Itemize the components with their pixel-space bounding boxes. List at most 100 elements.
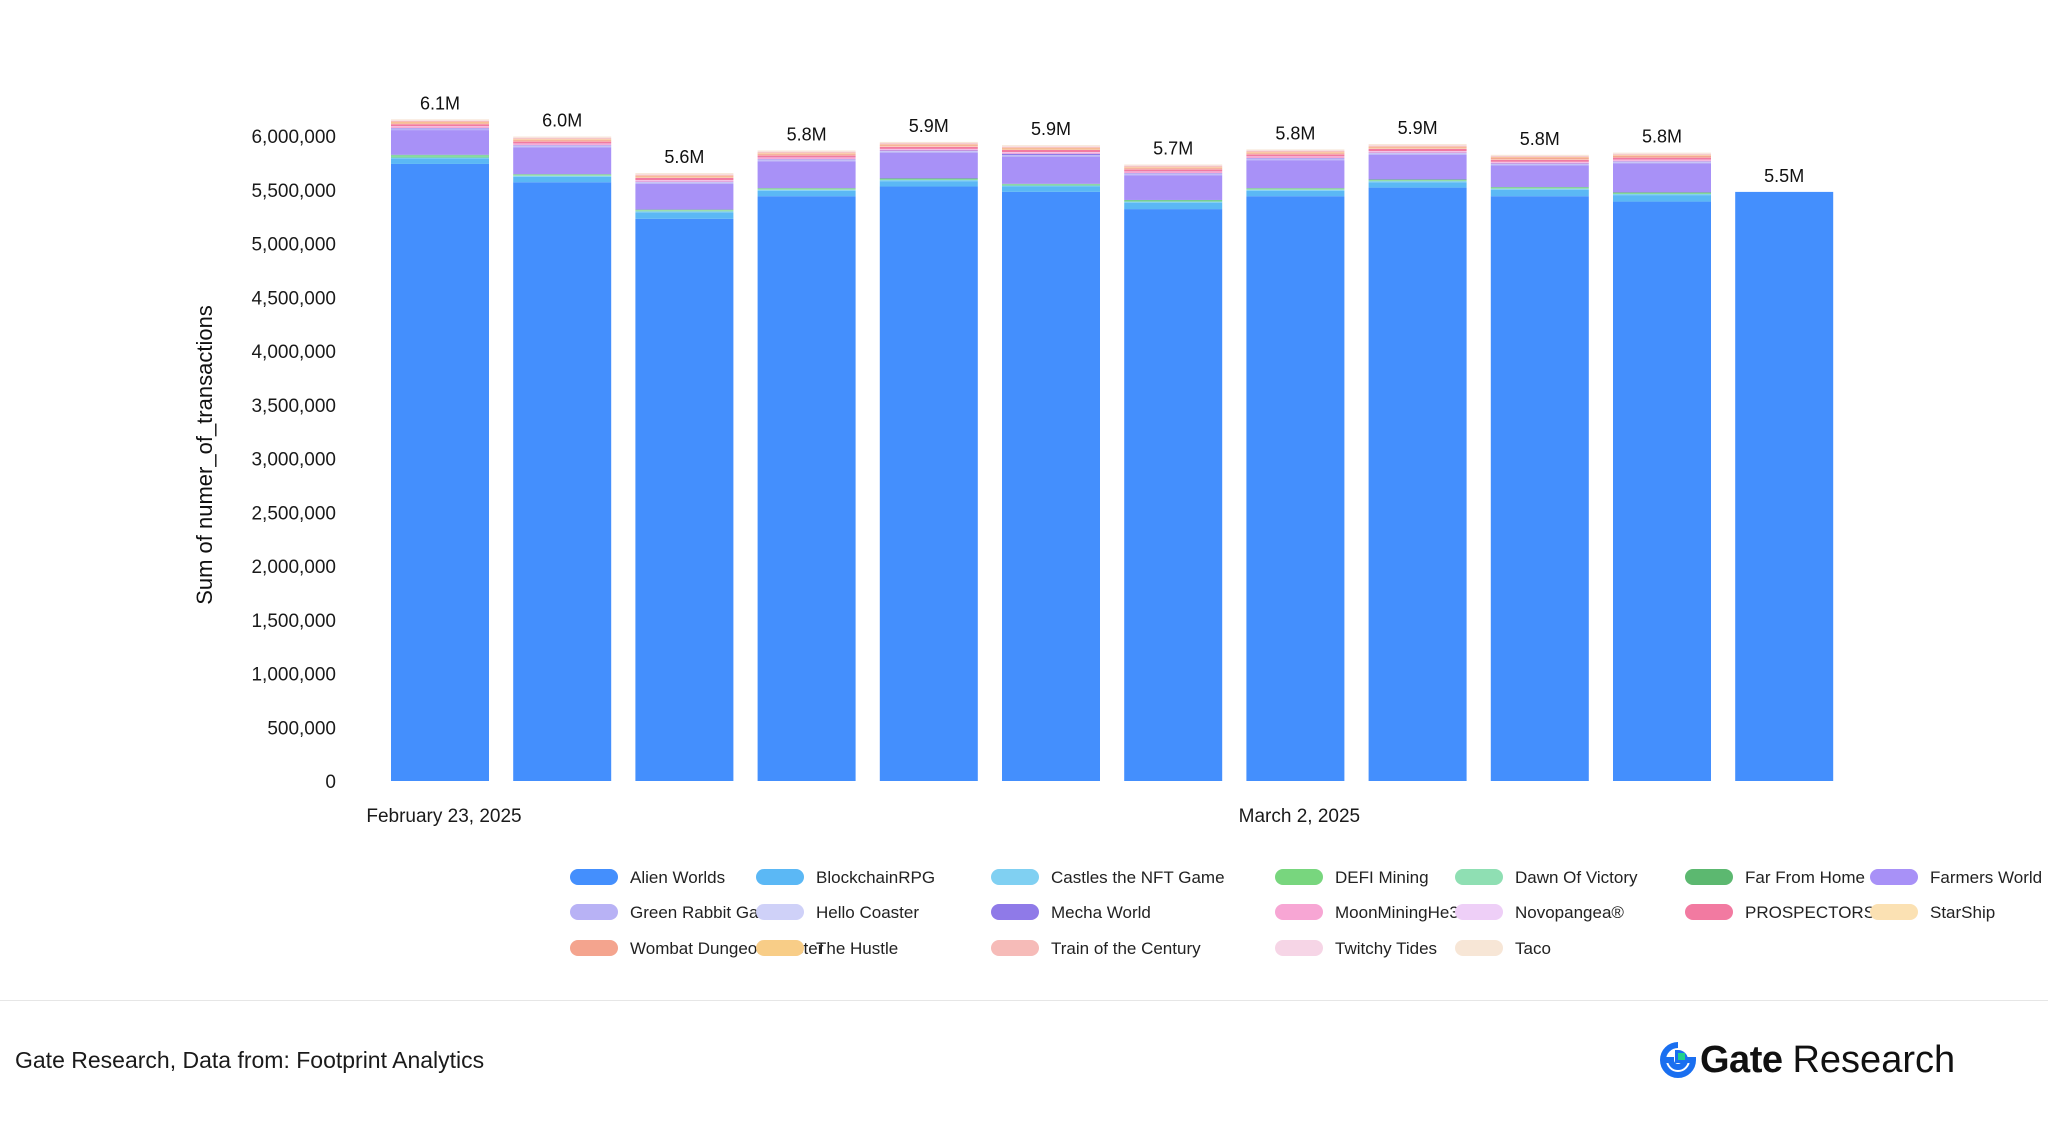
- legend: Alien Worlds BlockchainRPG Castles the NFT…: [570, 868, 2042, 958]
- bar-segment: [513, 137, 612, 139]
- bar-total-label: 6.1M: [420, 93, 460, 113]
- bar-segment: [1490, 196, 1589, 781]
- bar-segment: [879, 149, 978, 151]
- bar-segment: [1368, 153, 1467, 155]
- bar-segment: [1490, 164, 1589, 166]
- bar-segment: [879, 144, 978, 146]
- legend-label: The Hustle: [816, 939, 898, 958]
- bar-stack: [1002, 145, 1100, 781]
- bar-segment: [1124, 175, 1223, 200]
- legend-item[interactable]: Castles the NFT Game: [991, 868, 1225, 887]
- bar-segment: [635, 176, 734, 178]
- bar-segment: [1490, 165, 1589, 188]
- bar-segment: [1124, 171, 1223, 173]
- legend-swatch: [756, 869, 804, 885]
- bar-segment: [1124, 172, 1223, 174]
- bar-segment: [1613, 152, 1711, 154]
- legend-item[interactable]: Alien Worlds: [570, 868, 725, 887]
- bar-segment: [757, 196, 856, 781]
- bar-segment: [1490, 188, 1589, 190]
- legend-item[interactable]: Twitchy Tides: [1275, 939, 1437, 958]
- legend-label: Alien Worlds: [630, 868, 725, 887]
- y-axis: 0 500,000 1,000,000 1,500,000 2,000,000 2,500…: [251, 127, 336, 793]
- legend-label: Novopangea®: [1515, 903, 1624, 922]
- legend-item[interactable]: Far From Home: [1685, 868, 1865, 887]
- bar-stack: [1613, 152, 1711, 781]
- bar-segment: [757, 189, 856, 190]
- legend-swatch: [1455, 940, 1503, 956]
- bar-segment: [757, 155, 856, 158]
- legend-item[interactable]: Novopangea®: [1455, 903, 1624, 922]
- bar-stack: [1124, 164, 1223, 782]
- bar-segment: [1368, 152, 1467, 154]
- bar-segment: [513, 139, 612, 140]
- bar-segment: [635, 173, 734, 175]
- bar-segment: [1613, 194, 1711, 196]
- bar-segment: [635, 177, 734, 178]
- bar-segment: [513, 138, 612, 140]
- bar-segment: [757, 188, 856, 189]
- legend-label: Twitchy Tides: [1335, 939, 1437, 958]
- bar-segment: [513, 140, 612, 142]
- legend-item[interactable]: PROSPECTORS: [1685, 903, 1875, 922]
- bar-segment: [1490, 157, 1589, 159]
- legend-label: StarShip: [1930, 903, 1995, 922]
- bar-segment: [1490, 187, 1589, 188]
- legend-label: Taco: [1515, 939, 1551, 958]
- bar-segment: [513, 139, 612, 141]
- bar-segment: [1490, 163, 1589, 164]
- bar-segment: [1246, 156, 1345, 157]
- legend-item[interactable]: DEFI Mining: [1275, 868, 1429, 887]
- legend-item[interactable]: Farmers World: [1870, 868, 2042, 887]
- legend-item[interactable]: MoonMiningHe3: [1275, 903, 1459, 922]
- bar-total-label: 5.5M: [1764, 166, 1804, 186]
- bar-segment: [879, 180, 978, 182]
- legend-item[interactable]: BlockchainRPG: [756, 868, 935, 887]
- bar-segment: [1613, 160, 1711, 162]
- bar-segment: [1002, 184, 1100, 185]
- legend-swatch: [991, 904, 1039, 920]
- bar-segment: [391, 126, 489, 128]
- legend-label: Mecha World: [1051, 903, 1151, 922]
- legend-item[interactable]: The Hustle: [756, 939, 898, 958]
- bar-segment: [1613, 153, 1711, 155]
- legend-item[interactable]: Hello Coaster: [756, 903, 919, 922]
- bar-segment: [1124, 169, 1223, 172]
- legend-swatch: [991, 869, 1039, 885]
- footer-divider: [0, 1000, 2048, 1001]
- legend-swatch: [1685, 869, 1733, 885]
- legend-item[interactable]: Dawn Of Victory: [1455, 868, 1638, 887]
- legend-item[interactable]: Green Rabbit Game: [570, 903, 782, 922]
- y-tick-label: 3,000,000: [251, 450, 336, 471]
- legend-item[interactable]: Taco: [1455, 939, 1551, 958]
- legend-item[interactable]: Mecha World: [991, 903, 1151, 922]
- bar-segment: [1613, 156, 1711, 158]
- bar-segment: [1002, 152, 1100, 153]
- legend-item[interactable]: Train of the Century: [991, 939, 1201, 958]
- bar-segment: [1368, 148, 1467, 152]
- bar-segment: [391, 163, 489, 781]
- bar-segment: [1490, 154, 1589, 156]
- bar-segment: [1368, 180, 1467, 181]
- legend-item[interactable]: StarShip: [1870, 903, 1995, 922]
- bar-segment: [635, 212, 734, 219]
- bar-segment: [757, 188, 856, 190]
- bar-segment: [1002, 152, 1100, 154]
- bar-segment: [635, 174, 734, 176]
- bar-segment: [757, 152, 856, 154]
- bar-segment: [1124, 209, 1223, 782]
- legend-swatch: [1455, 904, 1503, 920]
- bar-segment: [1735, 191, 1834, 781]
- bar-segment: [1246, 156, 1345, 159]
- bar-segment: [879, 148, 978, 150]
- bar-segment: [1368, 144, 1467, 146]
- bar-segment: [391, 157, 489, 159]
- bar-segment: [513, 144, 612, 146]
- bar-segment: [1368, 181, 1467, 183]
- bar-segment: [1613, 161, 1711, 162]
- bar-segment: [757, 153, 856, 155]
- bar-segment: [1368, 154, 1467, 180]
- bar-total-label: 5.9M: [1398, 118, 1438, 138]
- bar-segment: [1002, 146, 1100, 147]
- bar-segment: [1490, 189, 1589, 197]
